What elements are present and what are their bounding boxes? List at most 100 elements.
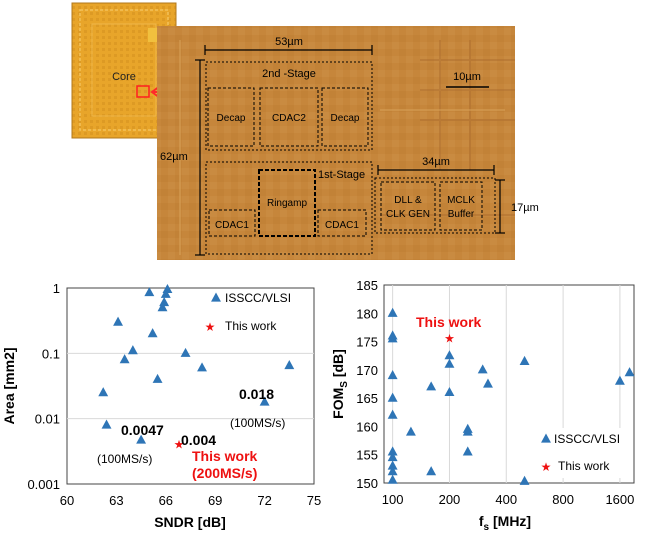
fom-legend-star-icon: ★: [541, 460, 552, 474]
stage2-region: 2nd -Stage Decap CDAC2 Decap: [205, 61, 373, 151]
fom-point: [387, 474, 398, 484]
area-point: [162, 283, 173, 294]
fom-annotation-this-work: This work: [416, 314, 482, 330]
area-y-tick-label: 0.1: [42, 346, 60, 361]
decap-right-label: Decap: [331, 113, 360, 124]
area-x-tick-label: 66: [159, 493, 173, 508]
area-x-ticks: 60 63 66 69 72 75: [60, 493, 321, 508]
fom-x-tick-label: 400: [495, 492, 517, 507]
fom-x-tick-label: 200: [439, 492, 461, 507]
fom-x-ticks: 100 200 400 800 1600: [382, 285, 634, 507]
fom-point: [519, 475, 530, 485]
fom-legend-this-work: This work: [558, 459, 610, 473]
fom-point: [387, 392, 398, 402]
fom-y-tick-label: 165: [356, 391, 378, 406]
area-point: [159, 296, 170, 307]
stage1-label: 1st-Stage: [318, 169, 365, 181]
area-point: [160, 288, 171, 298]
area-this-work-point: ★: [174, 438, 185, 452]
area-y-axis-label: Area [mm2]: [1, 347, 17, 424]
scale-bar: 10µm: [446, 71, 489, 88]
area-x-tick-label: 75: [307, 493, 321, 508]
annotation-0004: 0.004: [181, 432, 216, 448]
stage2-label: 2nd -Stage: [262, 68, 316, 80]
fom-point: [444, 358, 455, 368]
cdac1-left-label: CDAC1: [215, 220, 249, 231]
fom-x-tick-label: 100: [382, 492, 404, 507]
area-legend-issccvlsi: ISSCC/VLSI: [225, 291, 291, 305]
stage1-region: 1st-Stage Ringamp CDAC1 CDAC1: [205, 161, 373, 255]
fom-y-tick-label: 175: [356, 335, 378, 350]
area-x-tick-label: 72: [257, 493, 271, 508]
cdac2-label: CDAC2: [272, 113, 306, 124]
area-point: [127, 345, 138, 355]
area-point: [147, 328, 158, 338]
area-point: [119, 354, 130, 364]
fom-point: [462, 446, 473, 456]
clk-gen-label: CLK GEN: [386, 209, 430, 220]
annotation-this-work-rate: (200MS/s): [192, 465, 257, 481]
area-point: [157, 302, 168, 312]
area-point: [101, 419, 112, 429]
annotation-00047: 0.0047: [121, 422, 164, 438]
area-point: [152, 373, 163, 383]
fom-x-tick-label: 1600: [605, 492, 634, 507]
fom-point: [444, 350, 455, 360]
area-y-ticks: 0.001 0.01 0.1 1: [27, 281, 314, 492]
fom-point: [387, 446, 398, 456]
area-y-tick-label: 0.01: [35, 412, 60, 427]
fom-point: [614, 375, 625, 385]
area-plot-frame: [66, 287, 315, 485]
fom-legend: ISSCC/VLSI ★ This work: [535, 428, 631, 478]
core-marker: [136, 85, 150, 98]
fom-y-ticks: 150 155 160 165 170 175 180 185: [356, 278, 378, 491]
cdac1-right-label: CDAC1: [325, 220, 359, 231]
annotation-0018: 0.018: [239, 386, 274, 402]
scale-bar-label: 10µm: [453, 71, 481, 83]
die-photo: Core: [71, 2, 539, 260]
fom-point: [444, 386, 455, 397]
fom-point: [387, 452, 398, 462]
annotation-this-work: This work: [192, 448, 258, 464]
area-point: [259, 396, 270, 406]
die-micrograph: [157, 26, 515, 260]
buffer-label: Buffer: [448, 209, 475, 220]
area-point: [98, 387, 109, 397]
area-x-axis-label: SNDR [dB]: [154, 514, 226, 530]
fom-y-axis-label: FOMS [dB]: [330, 349, 350, 419]
fom-point: [483, 378, 493, 388]
area-legend-this-work: This work: [225, 319, 277, 333]
fom-point: [405, 426, 416, 436]
dll-label: DLL &: [394, 195, 422, 206]
area-point: [284, 360, 295, 370]
area-point: [136, 434, 147, 444]
fom-point: [387, 409, 398, 419]
fom-point: [477, 364, 488, 374]
annotation-0018-rate: (100MS/s): [230, 416, 285, 430]
area-y-tick-label: 1: [53, 281, 60, 296]
mclk-label: MCLK: [447, 195, 475, 206]
area-point: [144, 287, 155, 297]
height-dimension: 62µm: [160, 59, 205, 256]
area-chart: 0.001 0.01 0.1 1 60 63 66 69 72 75 SNDR [dB] Are…: [1, 281, 321, 530]
fom-marks: ★: [387, 307, 635, 485]
fom-point: [426, 381, 437, 391]
area-legend-star-icon: ★: [205, 320, 216, 334]
fom-point: [387, 333, 398, 343]
fom-point: [426, 466, 437, 476]
area-legend-triangle-icon: [211, 292, 221, 302]
ringamp-label: Ringamp: [267, 198, 307, 209]
clk-width-label: 34µm: [422, 156, 450, 168]
fom-point: [387, 466, 398, 476]
fom-y-tick-label: 180: [356, 306, 378, 321]
area-point: [113, 316, 123, 326]
fom-chart: 150 155 160 165 170 175 180 185 100 200 400 800 160…: [330, 278, 635, 533]
fom-point: [519, 355, 530, 365]
fom-legend-triangle-icon: [541, 433, 551, 443]
height-label: 62µm: [160, 151, 188, 163]
decap-left-label: Decap: [217, 113, 246, 124]
fom-this-work-point: ★: [444, 332, 455, 346]
width-dimension: 53µm: [204, 36, 373, 55]
clk-height-label: 17µm: [511, 202, 539, 214]
